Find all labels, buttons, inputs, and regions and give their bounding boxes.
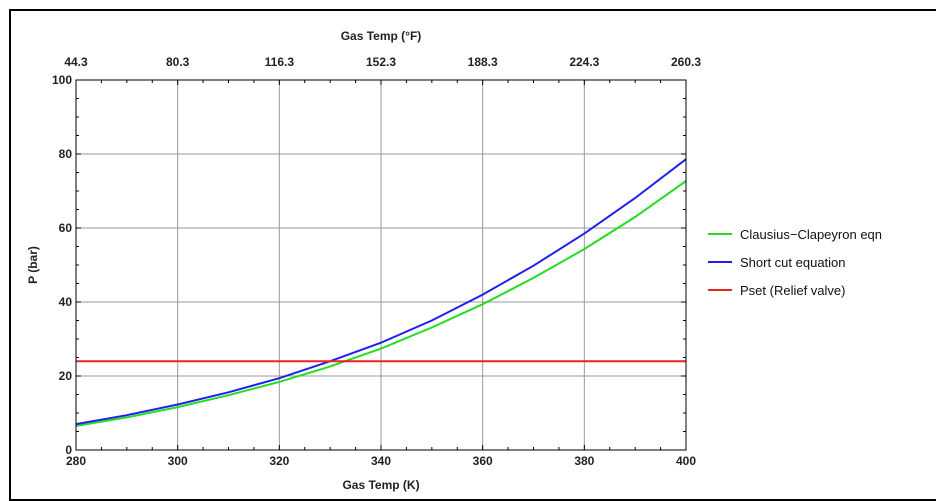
bottom-axis-title: Gas Temp (K) [342,478,419,492]
y-tick-label: 80 [59,147,73,161]
x2-tick-label: 80.3 [166,55,190,69]
y-tick-label: 40 [59,295,73,309]
x-tick-label: 340 [371,454,391,468]
legend-label: Clausius−Clapeyron eqn [740,227,882,242]
x2-tick-label: 188.3 [468,55,498,69]
x2-tick-label: 116.3 [265,55,295,69]
x-tick-label: 400 [676,454,696,468]
grid [75,79,687,451]
y-tick-label: 0 [65,443,72,457]
x2-tick-label: 44.3 [64,55,88,69]
y-tick-label: 20 [59,369,73,383]
x2-tick-label: 224.3 [569,55,599,69]
x-tick-label: 280 [66,454,86,468]
series-line [75,180,687,427]
top-axis-title: Gas Temp (°F) [341,29,422,43]
x-tick-label: 320 [269,454,289,468]
x2-tick-label: 152.3 [366,55,396,69]
legend-label: Pset (Relief valve) [740,283,845,298]
series-lines [75,158,687,427]
x-tick-label: 300 [168,454,188,468]
x-tick-label: 380 [574,454,594,468]
legend: Clausius−Clapeyron eqn Short cut equation… [708,227,882,298]
figure-frame [9,9,936,501]
x-tick-label: 360 [473,454,493,468]
axis-ticks: 280 44.3 300 80.3 320 116.3 340 152.3 360 188.3 38… [52,55,701,468]
legend-label: Short cut equation [740,255,846,270]
x2-tick-label: 260.3 [671,55,701,69]
y-tick-label: 100 [52,73,72,87]
y-axis-title: P (bar) [26,246,40,284]
y-tick-label: 60 [59,221,73,235]
series-line [75,158,687,426]
